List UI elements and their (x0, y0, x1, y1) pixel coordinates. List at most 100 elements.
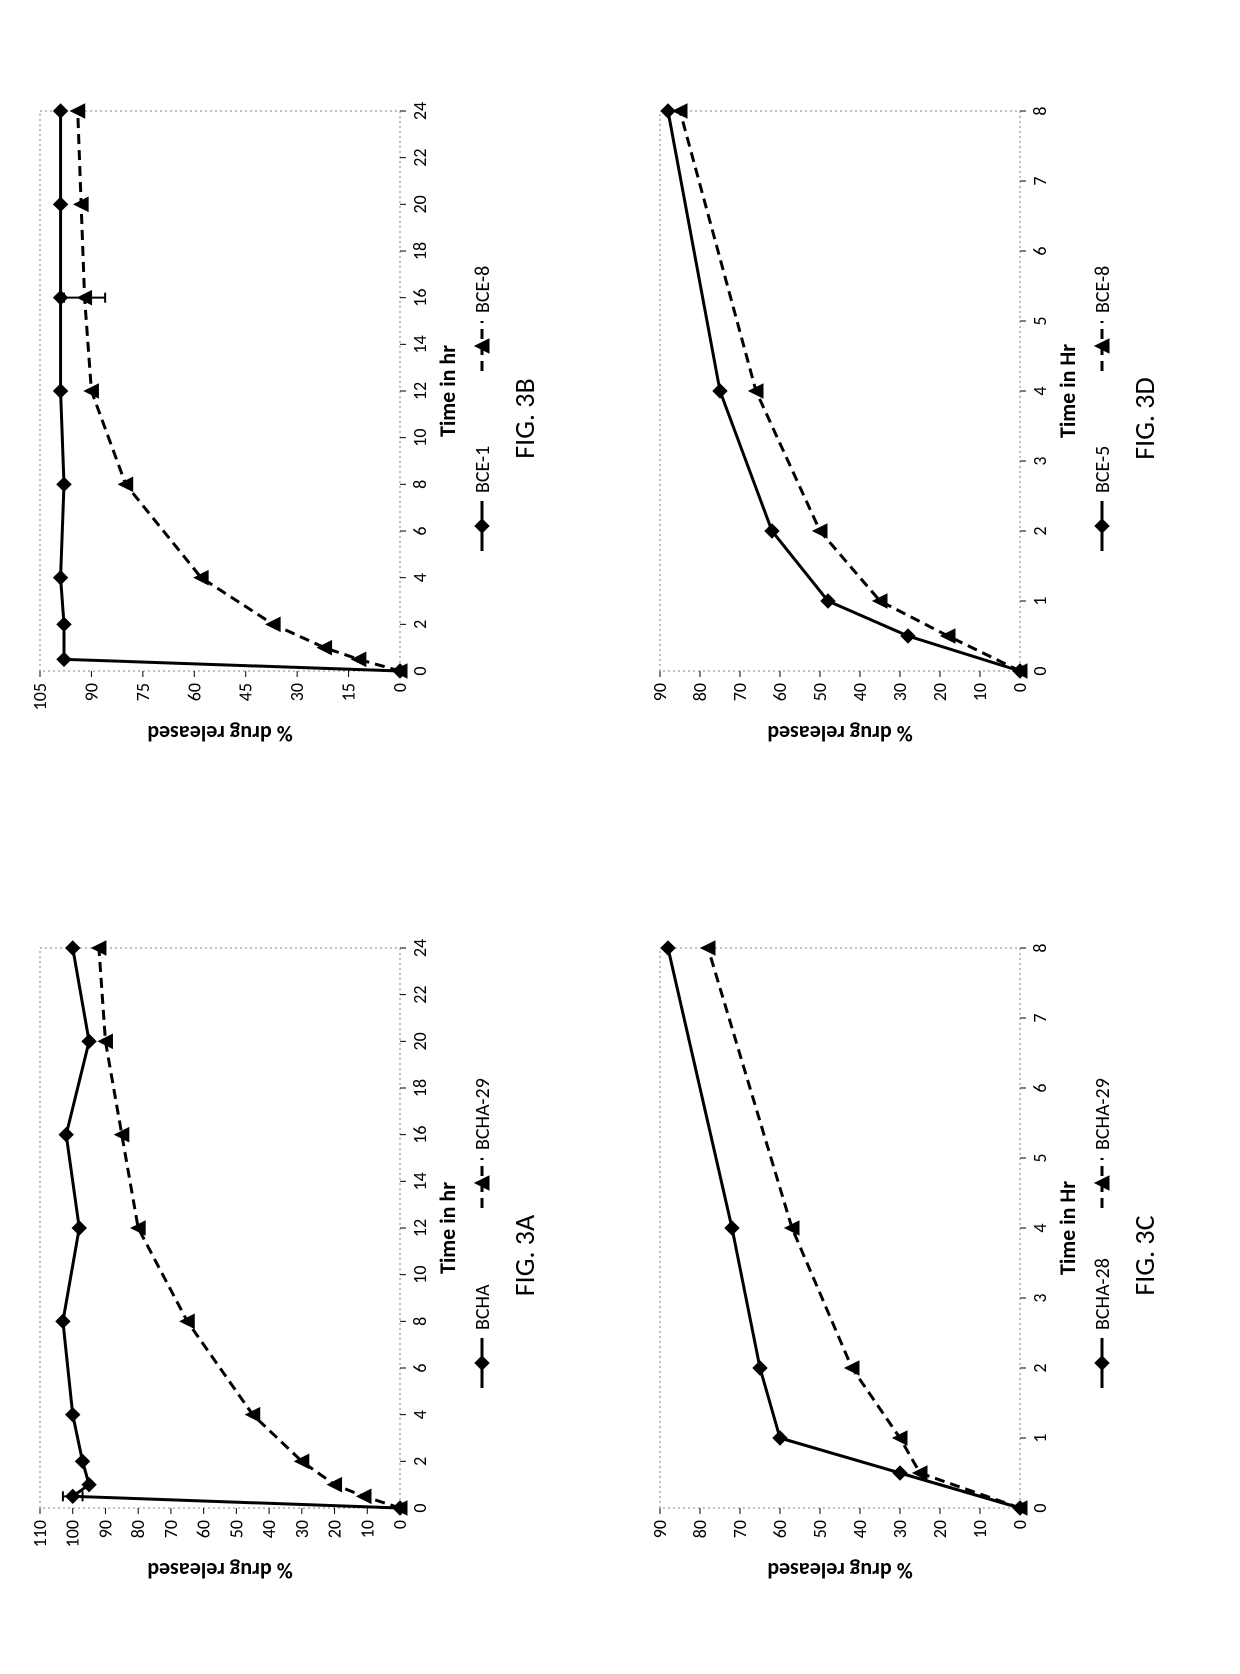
svg-text:0: 0 (1009, 683, 1031, 692)
chart-grid: 0102030405060708090100110024681012141618… (0, 0, 1240, 1674)
panel-B: 0153045607590105024681012141618202224Tim… (20, 30, 600, 807)
caption-C: FIG. 3C (1127, 1215, 1162, 1295)
svg-text:30: 30 (889, 683, 911, 701)
svg-text:4: 4 (409, 1410, 431, 1419)
svg-text:105: 105 (29, 683, 51, 710)
svg-text:0: 0 (1029, 1503, 1051, 1512)
svg-text:% drug released: % drug released (767, 720, 913, 746)
svg-text:18: 18 (409, 242, 431, 260)
svg-text:40: 40 (849, 1520, 871, 1538)
svg-text:6: 6 (409, 1363, 431, 1372)
svg-text:60: 60 (769, 1520, 791, 1538)
svg-text:50: 50 (809, 683, 831, 701)
svg-text:75: 75 (132, 683, 154, 701)
svg-text:10: 10 (409, 429, 431, 447)
svg-text:0: 0 (389, 1520, 411, 1529)
svg-text:90: 90 (80, 683, 102, 701)
svg-text:4: 4 (1029, 1223, 1051, 1232)
svg-text:30: 30 (291, 1520, 313, 1538)
svg-text:BCHA-29: BCHA-29 (471, 1078, 495, 1150)
svg-text:6: 6 (1029, 246, 1051, 255)
chart-A: 0102030405060708090100110024681012141618… (20, 928, 495, 1583)
svg-text:Time in Hr: Time in Hr (1054, 344, 1081, 438)
svg-text:90: 90 (94, 1520, 116, 1538)
svg-text:2: 2 (1029, 1363, 1051, 1372)
svg-text:0: 0 (409, 666, 431, 675)
svg-text:90: 90 (649, 1520, 671, 1538)
caption-B: FIG. 3B (507, 378, 542, 458)
svg-text:7: 7 (1029, 176, 1051, 185)
svg-text:3: 3 (1029, 1293, 1051, 1302)
svg-text:% drug released: % drug released (147, 1557, 293, 1583)
svg-text:BCE-5: BCE-5 (1091, 446, 1115, 493)
svg-text:BCHA-29: BCHA-29 (1091, 1078, 1115, 1150)
svg-text:3: 3 (1029, 456, 1051, 465)
svg-text:1: 1 (1029, 1433, 1051, 1442)
svg-text:6: 6 (1029, 1083, 1051, 1092)
svg-text:7: 7 (1029, 1013, 1051, 1022)
svg-text:0: 0 (389, 683, 411, 692)
svg-text:2: 2 (409, 1457, 431, 1466)
svg-text:0: 0 (1029, 666, 1051, 675)
svg-text:10: 10 (969, 1520, 991, 1538)
svg-text:10: 10 (969, 683, 991, 701)
svg-text:5: 5 (1029, 1153, 1051, 1162)
panel-D: 0102030405060708090012345678Time in Hr% … (640, 30, 1220, 807)
svg-text:6: 6 (409, 526, 431, 535)
svg-text:4: 4 (409, 573, 431, 582)
svg-text:24: 24 (409, 939, 431, 957)
svg-text:80: 80 (127, 1520, 149, 1538)
svg-text:50: 50 (225, 1520, 247, 1538)
svg-text:22: 22 (409, 149, 431, 167)
svg-text:% drug released: % drug released (147, 720, 293, 746)
svg-text:4: 4 (1029, 386, 1051, 395)
svg-text:16: 16 (409, 289, 431, 307)
panel-A: 0102030405060708090100110024681012141618… (20, 867, 600, 1644)
svg-text:10: 10 (409, 1266, 431, 1284)
page: 0102030405060708090100110024681012141618… (0, 0, 1240, 1674)
svg-text:50: 50 (809, 1520, 831, 1538)
svg-text:2: 2 (1029, 526, 1051, 535)
svg-text:14: 14 (409, 1172, 431, 1190)
svg-text:BCE-8: BCE-8 (1091, 266, 1115, 313)
svg-text:70: 70 (729, 683, 751, 701)
svg-text:30: 30 (286, 683, 308, 701)
svg-text:40: 40 (258, 1520, 280, 1538)
svg-text:20: 20 (409, 1032, 431, 1050)
svg-text:45: 45 (235, 683, 257, 701)
svg-text:30: 30 (889, 1520, 911, 1538)
svg-text:Time in Hr: Time in Hr (1054, 1181, 1081, 1275)
caption-A: FIG. 3A (507, 1215, 542, 1296)
svg-text:5: 5 (1029, 316, 1051, 325)
svg-text:90: 90 (649, 683, 671, 701)
svg-text:8: 8 (1029, 106, 1051, 115)
svg-text:BCE-1: BCE-1 (471, 446, 495, 493)
svg-text:70: 70 (729, 1520, 751, 1538)
svg-text:40: 40 (849, 683, 871, 701)
svg-text:16: 16 (409, 1126, 431, 1144)
svg-text:Time in hr: Time in hr (434, 1182, 461, 1274)
svg-text:60: 60 (183, 683, 205, 701)
svg-text:10: 10 (356, 1520, 378, 1538)
svg-text:80: 80 (689, 683, 711, 701)
svg-text:20: 20 (929, 1520, 951, 1538)
svg-text:2: 2 (409, 620, 431, 629)
svg-text:110: 110 (29, 1520, 51, 1547)
svg-text:8: 8 (1029, 943, 1051, 952)
svg-text:20: 20 (409, 195, 431, 213)
panel-C: 0 10 20 30 40 50 60 70 80 90 0 1 2 3 4 5 6 7 8 Time in Hr % … (640, 867, 1220, 1644)
svg-text:14: 14 (409, 335, 431, 353)
svg-text:Time in hr: Time in hr (434, 345, 461, 437)
svg-text:0: 0 (1009, 1520, 1031, 1529)
svg-text:100: 100 (62, 1520, 84, 1547)
svg-text:12: 12 (409, 1219, 431, 1237)
svg-text:60: 60 (193, 1520, 215, 1538)
svg-text:12: 12 (409, 382, 431, 400)
svg-text:8: 8 (409, 1317, 431, 1326)
svg-text:% drug released: % drug released (767, 1557, 913, 1583)
svg-text:80: 80 (689, 1520, 711, 1538)
caption-D: FIG. 3D (1127, 377, 1162, 459)
chart-C: 0 10 20 30 40 50 60 70 80 90 0 1 2 3 4 5 6 7 8 Time in Hr % … (640, 928, 1115, 1583)
chart-B: 0153045607590105024681012141618202224Tim… (20, 91, 495, 746)
svg-text:18: 18 (409, 1079, 431, 1097)
